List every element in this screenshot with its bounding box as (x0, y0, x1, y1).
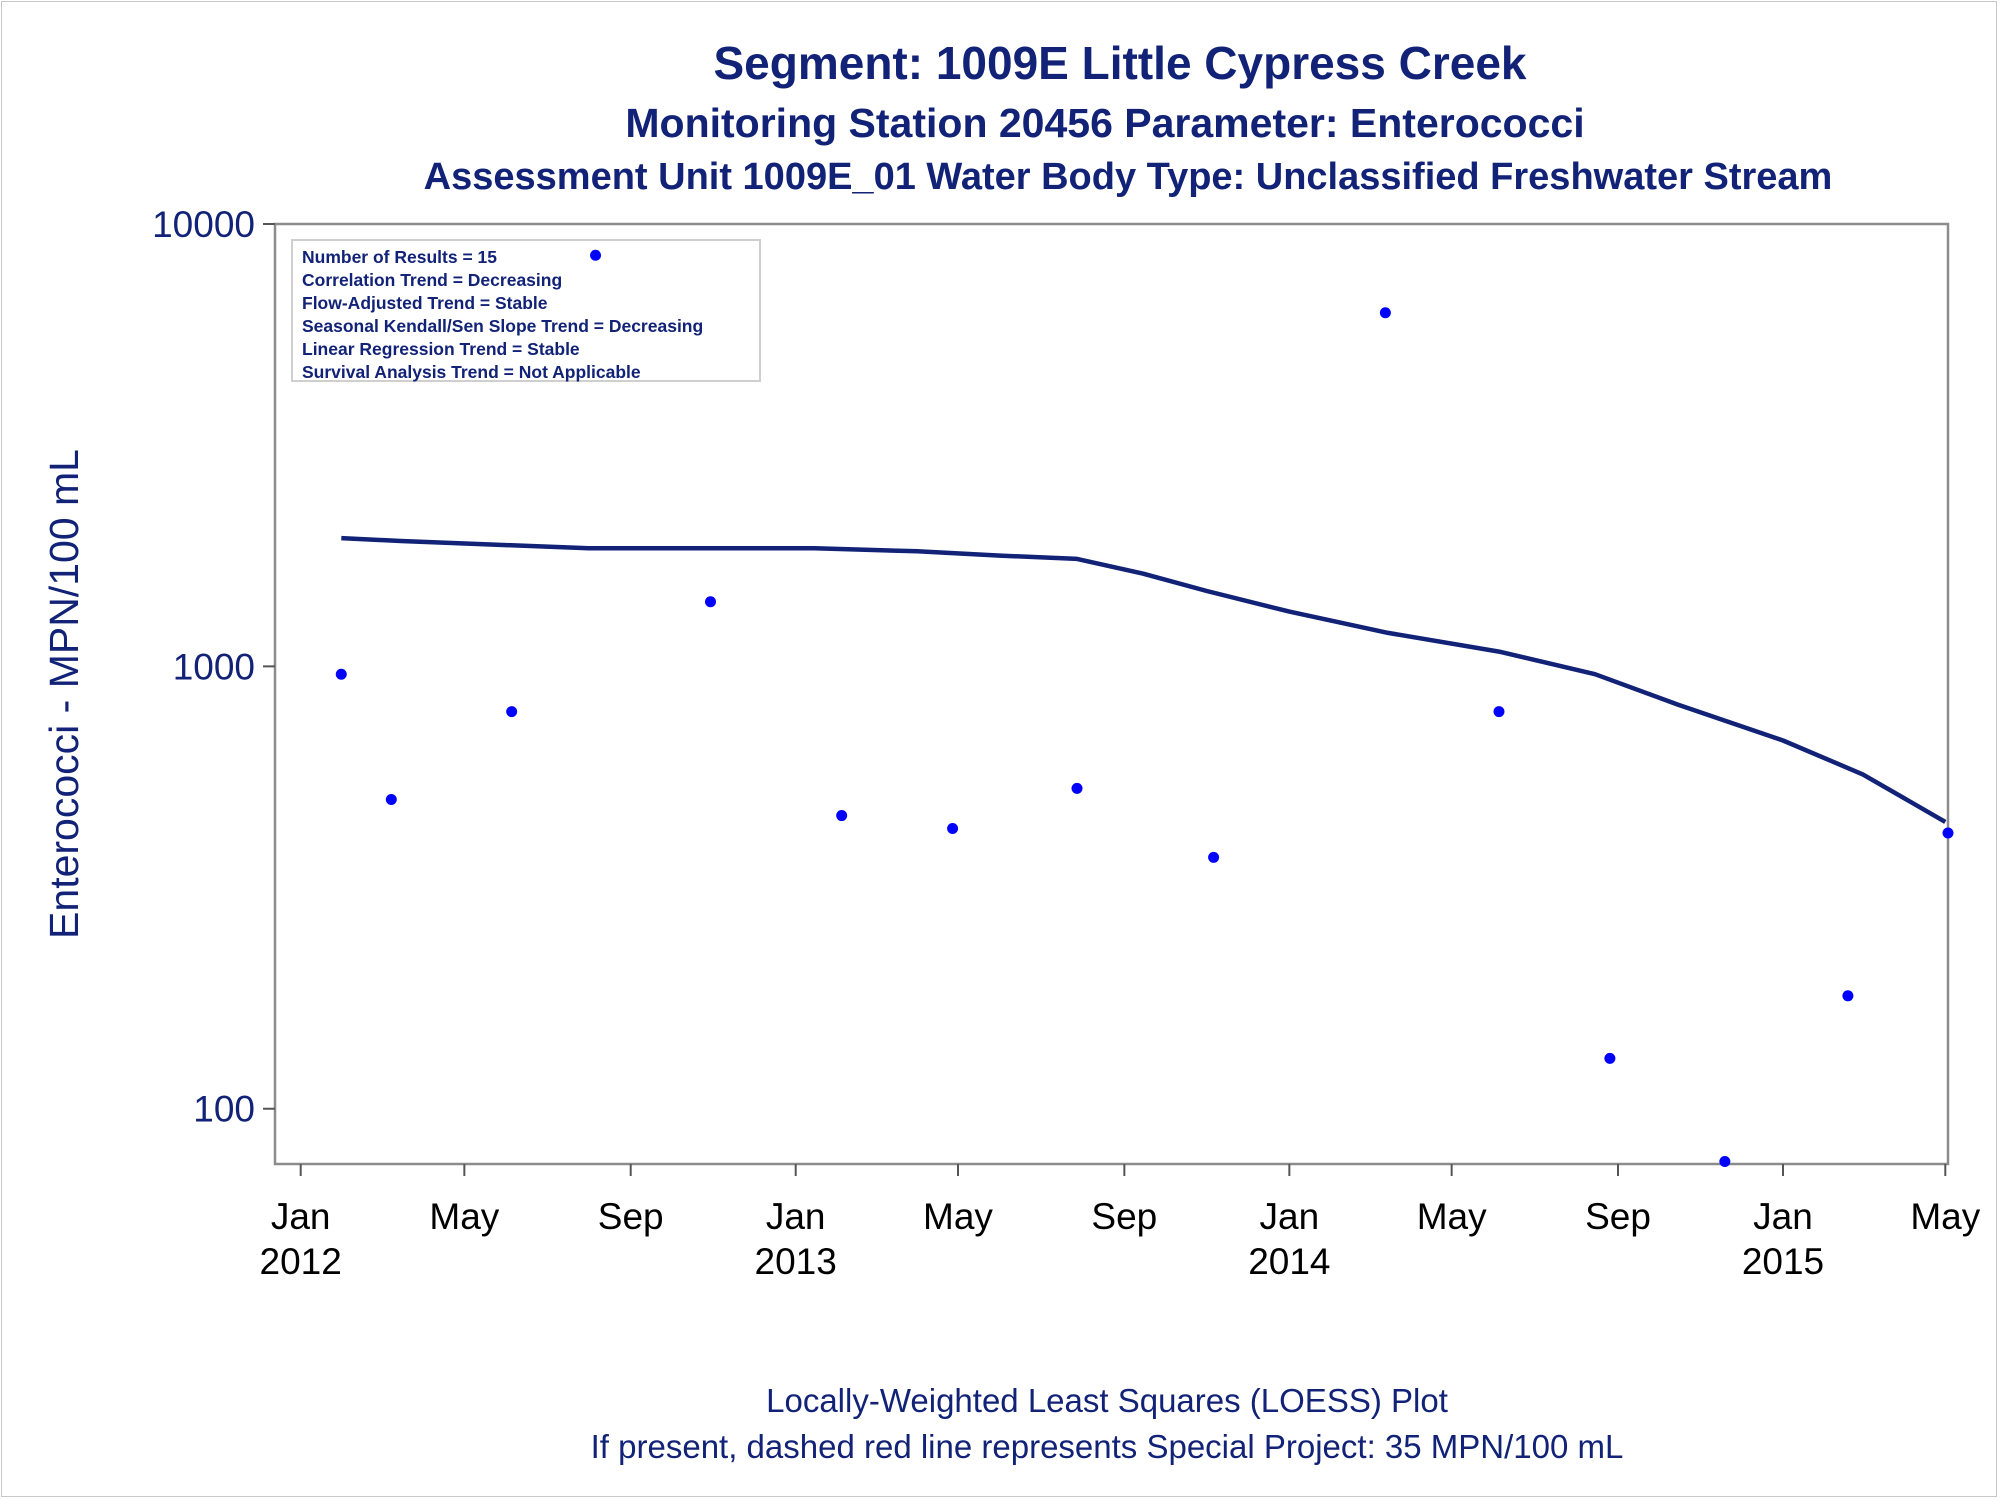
data-point (1493, 706, 1505, 718)
x-tick-label: Sep (598, 1196, 664, 1237)
plot-area-frame (273, 222, 1950, 1166)
chart-subtitle: Monitoring Station 20456 Parameter: Ente… (625, 100, 1585, 146)
x-tick-label: May (429, 1196, 499, 1237)
data-point (335, 668, 347, 680)
x-tick-label: Jan (766, 1196, 826, 1237)
data-point (836, 810, 848, 822)
x-tick-label: May (1417, 1196, 1487, 1237)
stats-inset-line: Survival Analysis Trend = Not Applicable (302, 362, 641, 382)
footnote-special-project: If present, dashed red line represents S… (590, 1428, 1624, 1465)
loess-trend-line (341, 535, 1947, 824)
x-tick-label: Sep (1091, 1196, 1157, 1237)
data-point (1379, 307, 1391, 319)
x-tick-year-label: 2013 (755, 1241, 837, 1282)
x-tick-label: May (923, 1196, 993, 1237)
stats-inset-line: Linear Regression Trend = Stable (302, 339, 580, 359)
y-axis-label: Enterococci - MPN/100 mL (41, 449, 87, 939)
data-point (704, 596, 716, 608)
data-point (385, 794, 397, 806)
y-tick-label: 10000 (152, 204, 255, 245)
chart-subtitle-2: Assessment Unit 1009E_01 Water Body Type… (423, 156, 1833, 198)
x-tick-year-label: 2014 (1248, 1241, 1330, 1282)
y-tick-label: 1000 (173, 646, 255, 687)
y-tick-label: 100 (193, 1089, 255, 1130)
stats-inset-box (291, 239, 761, 382)
stats-inset-line: Seasonal Kendall/Sen Slope Trend = Decre… (302, 316, 703, 336)
data-point (1842, 990, 1854, 1002)
data-point (1604, 1052, 1616, 1064)
data-point (590, 249, 602, 261)
chart-title: Segment: 1009E Little Cypress Creek (713, 37, 1527, 89)
data-point (1071, 782, 1083, 794)
data-point (947, 823, 959, 835)
x-tick-label: Jan (1260, 1196, 1320, 1237)
data-point (506, 706, 518, 718)
x-tick-label: Jan (271, 1196, 331, 1237)
footnote-loess: Locally-Weighted Least Squares (LOESS) P… (766, 1382, 1448, 1419)
data-point (1208, 851, 1220, 863)
x-tick-label: Sep (1585, 1196, 1651, 1237)
stats-inset-line: Flow-Adjusted Trend = Stable (302, 293, 548, 313)
x-tick-label: Jan (1753, 1196, 1813, 1237)
data-point (1942, 827, 1954, 839)
stats-inset-line: Correlation Trend = Decreasing (302, 270, 562, 290)
stats-inset-line: Number of Results = 15 (302, 247, 497, 267)
x-tick-year-label: 2015 (1742, 1241, 1824, 1282)
data-point (1719, 1155, 1731, 1167)
x-tick-label: May (1910, 1196, 1980, 1237)
x-tick-year-label: 2012 (260, 1241, 342, 1282)
